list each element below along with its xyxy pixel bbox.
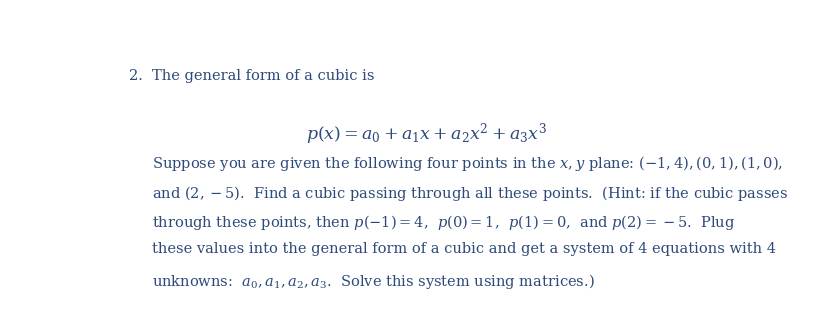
Text: The general form of a cubic is: The general form of a cubic is	[152, 68, 375, 83]
Text: $p(x) = a_0 + a_1 x + a_2 x^2 + a_3 x^3$: $p(x) = a_0 + a_1 x + a_2 x^2 + a_3 x^3$	[306, 121, 547, 147]
Text: through these points, then $p(-1) = 4$,  $p(0) = 1$,  $p(1) = 0$,  and $p(2) = -: through these points, then $p(-1) = 4$, …	[152, 213, 735, 232]
Text: Suppose you are given the following four points in the $x, y$ plane: $(-1, 4), (: Suppose you are given the following four…	[152, 154, 784, 173]
Text: these values into the general form of a cubic and get a system of 4 equations wi: these values into the general form of a …	[152, 243, 776, 256]
Text: unknowns:  $a_0, a_1, a_2, a_3$.  Solve this system using matrices.): unknowns: $a_0, a_1, a_2, a_3$. Solve th…	[152, 272, 595, 291]
Text: 2.: 2.	[128, 68, 142, 83]
Text: and $(2, -5)$.  Find a cubic passing through all these points.  (Hint: if the cu: and $(2, -5)$. Find a cubic passing thro…	[152, 184, 789, 203]
